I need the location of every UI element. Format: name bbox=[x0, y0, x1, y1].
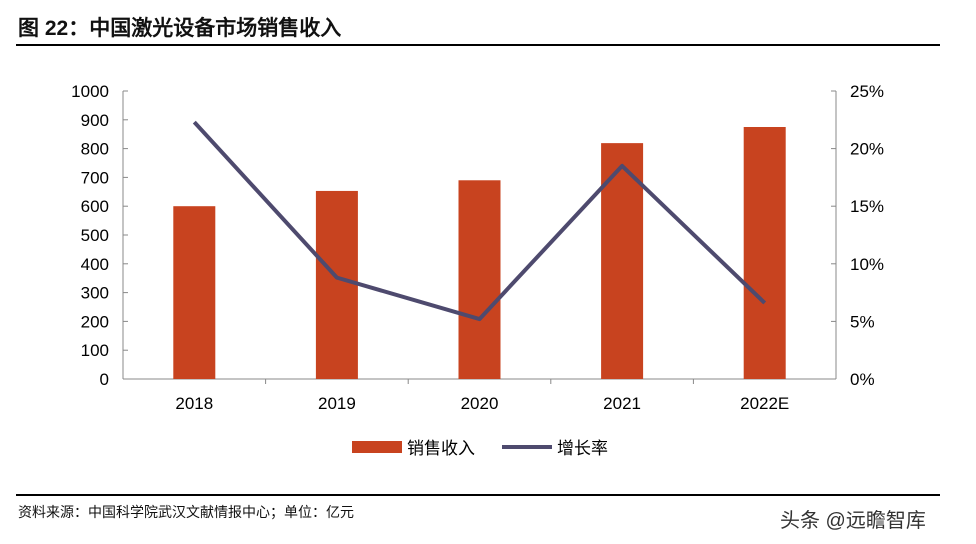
x-tick-label: 2019 bbox=[318, 394, 356, 413]
source-note: 资料来源：中国科学院武汉文献情报中心；单位：亿元 bbox=[18, 504, 354, 520]
right-tick-label: 10% bbox=[850, 255, 884, 274]
bar-2020 bbox=[458, 180, 501, 379]
bar-2022E bbox=[743, 127, 786, 379]
watermark: 头条 @远瞻智库 bbox=[780, 510, 926, 532]
left-tick-label: 1000 bbox=[71, 82, 109, 101]
legend-line-label: 增长率 bbox=[557, 439, 608, 458]
left-tick-label: 100 bbox=[81, 341, 109, 360]
left-tick-label: 800 bbox=[81, 140, 109, 159]
left-tick-label: 600 bbox=[81, 197, 109, 216]
bar-2019 bbox=[315, 190, 358, 379]
left-tick-label: 300 bbox=[81, 284, 109, 303]
x-tick-label: 2018 bbox=[175, 394, 213, 413]
title-divider bbox=[16, 44, 940, 46]
right-tick-label: 25% bbox=[850, 82, 884, 101]
bar-2018 bbox=[173, 206, 216, 379]
left-tick-label: 900 bbox=[81, 111, 109, 130]
left-tick-label: 400 bbox=[81, 255, 109, 274]
right-tick-label: 20% bbox=[850, 140, 884, 159]
left-tick-label: 0 bbox=[100, 370, 109, 389]
x-tick-label: 2021 bbox=[603, 394, 641, 413]
right-tick-label: 0% bbox=[850, 370, 875, 389]
left-tick-label: 700 bbox=[81, 168, 109, 187]
right-tick-label: 15% bbox=[850, 197, 884, 216]
chart-title: 图 22：中国激光设备市场销售收入 bbox=[18, 17, 342, 40]
x-tick-label: 2022E bbox=[740, 394, 789, 413]
left-tick-label: 500 bbox=[81, 226, 109, 245]
legend-bar-label: 销售收入 bbox=[407, 439, 475, 458]
legend-bar-swatch bbox=[352, 441, 402, 453]
left-tick-label: 200 bbox=[81, 312, 109, 331]
footer-divider bbox=[16, 494, 940, 496]
x-tick-label: 2020 bbox=[461, 394, 499, 413]
right-tick-label: 5% bbox=[850, 312, 875, 331]
